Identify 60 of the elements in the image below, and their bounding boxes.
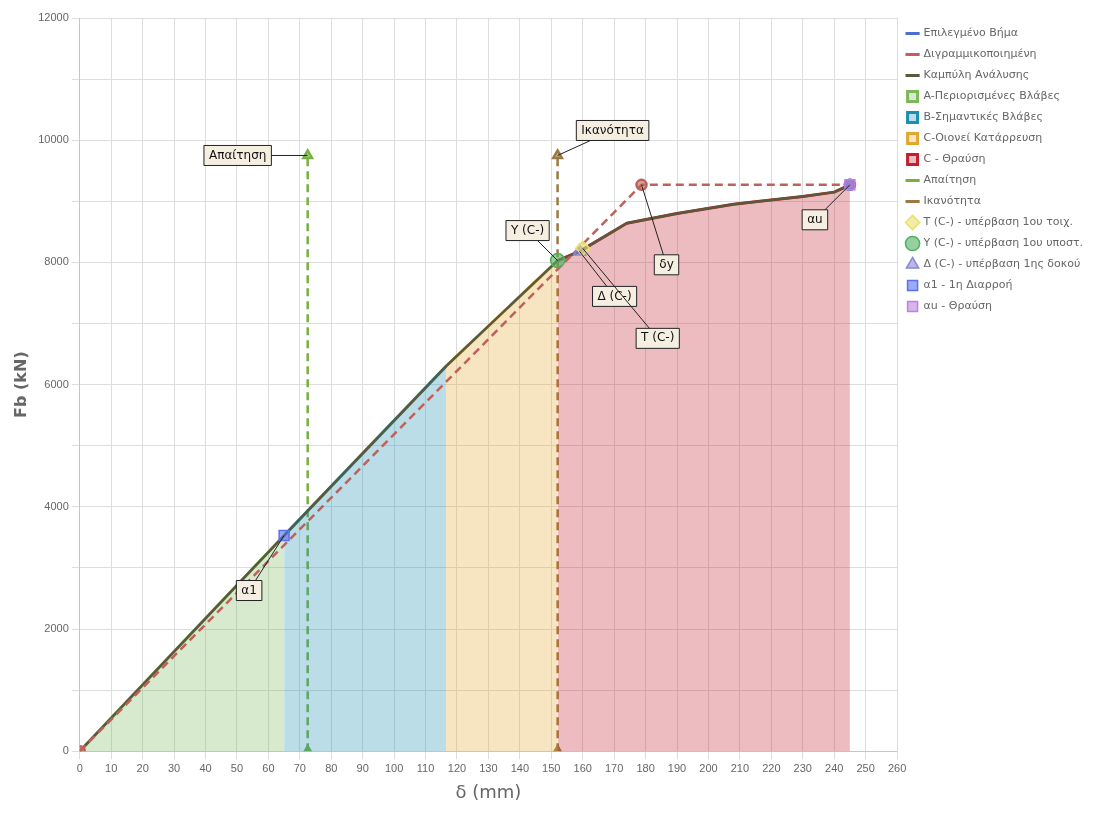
x-tick-label: 190 bbox=[667, 761, 687, 774]
y-tick-label: 0 bbox=[62, 744, 69, 757]
x-tick-label: 230 bbox=[793, 761, 812, 774]
y-tick-label: 8000 bbox=[44, 255, 69, 268]
legend-label: Επιλεγμένο Βήμα bbox=[923, 26, 1018, 40]
y-axis-title: Fb (kN) bbox=[10, 351, 30, 418]
x-tick-label: 250 bbox=[856, 761, 875, 774]
x-tick-label: 170 bbox=[604, 761, 624, 774]
y-tick-label: 2000 bbox=[44, 622, 69, 635]
annotation: T (C-) bbox=[640, 330, 675, 345]
x-tick-label: 100 bbox=[384, 761, 404, 774]
annotation: Ικανότητα bbox=[581, 122, 644, 137]
legend-label: Διγραμμικοποιημένη bbox=[923, 47, 1037, 61]
annotation: δy bbox=[659, 256, 674, 271]
x-tick-label: 140 bbox=[510, 761, 530, 774]
legend-label: C-Οιονεί Κατάρρευση bbox=[923, 131, 1043, 145]
legend-label: Y (C-) - υπέρβαση 1ου υποστ. bbox=[922, 236, 1083, 250]
x-tick-label: 70 bbox=[293, 761, 306, 774]
legend-label: C - Θραύση bbox=[923, 152, 986, 166]
annotation: αu bbox=[807, 211, 823, 226]
legend-label: α1 - 1η Διαρροή bbox=[923, 278, 1013, 292]
x-tick-label: 80 bbox=[325, 761, 338, 774]
x-tick-label: 220 bbox=[762, 761, 781, 774]
x-tick-label: 200 bbox=[699, 761, 718, 774]
x-tick-label: 40 bbox=[199, 761, 212, 774]
x-tick-label: 260 bbox=[887, 761, 907, 774]
x-tick-label: 150 bbox=[542, 761, 561, 774]
point bbox=[549, 252, 566, 269]
x-tick-label: 110 bbox=[416, 761, 435, 774]
y-tick-label: 6000 bbox=[44, 377, 69, 390]
x-tick-label: 160 bbox=[573, 761, 592, 774]
x-tick-label: 60 bbox=[262, 761, 275, 774]
y-tick-label: 12000 bbox=[38, 11, 69, 24]
x-tick-label: 20 bbox=[136, 761, 149, 774]
x-tick-label: 30 bbox=[167, 761, 181, 774]
x-tick-label: 0 bbox=[76, 761, 83, 774]
x-tick-label: 120 bbox=[447, 761, 467, 774]
x-tick-label: 240 bbox=[825, 761, 844, 774]
legend-label: αu - Θραύση bbox=[923, 299, 992, 313]
legend-label: B-Σημαντικές Βλάβες bbox=[923, 110, 1043, 124]
x-tick-label: 180 bbox=[636, 761, 655, 774]
x-tick-label: 130 bbox=[479, 761, 498, 774]
legend-label: A-Περιορισμένες Βλάβες bbox=[923, 89, 1060, 103]
annotation: Απαίτηση bbox=[208, 147, 267, 162]
annotation: Y (C-) bbox=[509, 222, 545, 237]
x-tick-label: 210 bbox=[730, 761, 750, 774]
point bbox=[278, 529, 290, 542]
x-tick-label: 90 bbox=[356, 761, 369, 774]
annotation: α1 bbox=[241, 582, 257, 597]
annotation: Δ (C-) bbox=[597, 288, 632, 303]
legend-label: Καμπύλη Ανάλυσης bbox=[923, 68, 1030, 82]
legend-label: T (C-) - υπέρβαση 1ου τοιχ. bbox=[922, 215, 1074, 229]
legend-label: Δ (C-) - υπέρβαση 1ης δοκού bbox=[923, 257, 1081, 271]
y-tick-label: 4000 bbox=[44, 499, 69, 512]
x-axis-title: δ (mm) bbox=[455, 780, 522, 802]
legend-label: Απαίτηση bbox=[923, 173, 977, 187]
x-tick-label: 10 bbox=[105, 761, 118, 774]
legend-label: Ικανότητα bbox=[923, 194, 981, 208]
x-tick-label: 50 bbox=[230, 761, 244, 774]
y-tick-label: 10000 bbox=[38, 133, 69, 146]
